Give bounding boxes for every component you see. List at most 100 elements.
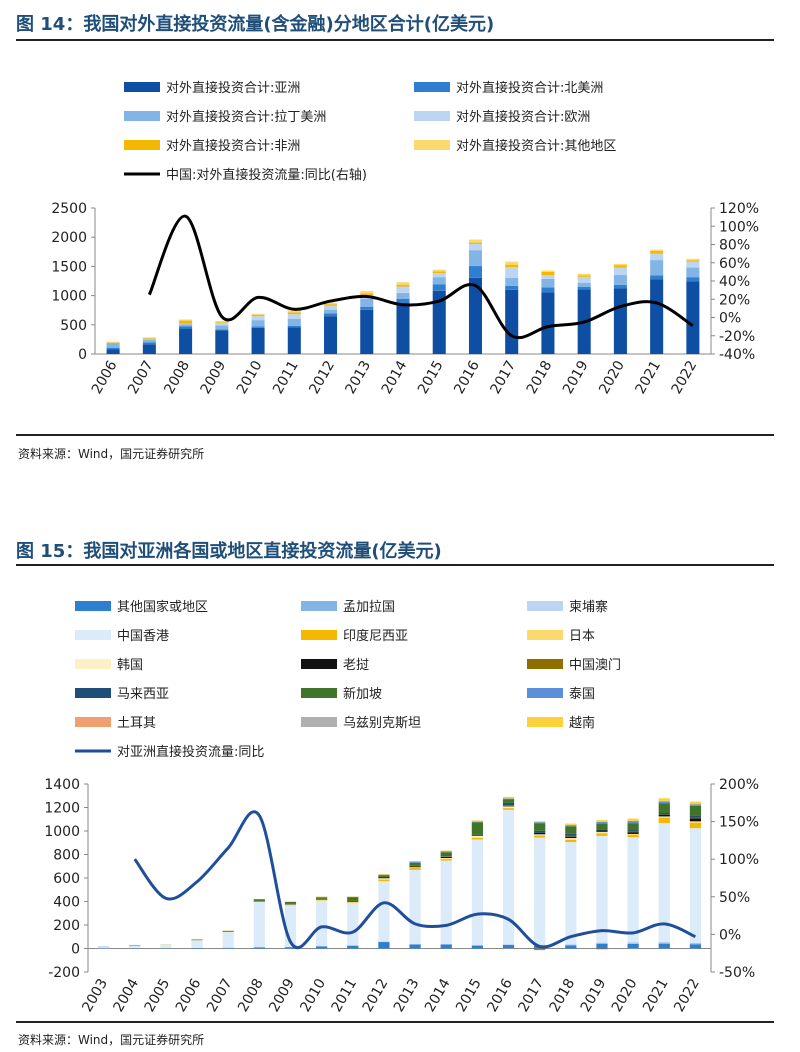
- bar-segment: [686, 261, 700, 268]
- legend-label: 其他国家或地区: [117, 599, 208, 615]
- bar-segment: [179, 328, 193, 354]
- bar-segment: [505, 264, 519, 268]
- legend-swatch: [414, 111, 450, 121]
- bar-segment: [689, 821, 702, 823]
- left-tick-label: 1500: [51, 259, 87, 275]
- x-tick-label: 2019: [560, 358, 592, 397]
- x-tick-label: 2009: [266, 976, 298, 1015]
- legend-swatch: [301, 688, 337, 698]
- right-tick-label: 100%: [719, 219, 759, 235]
- bar-segment: [396, 304, 410, 354]
- left-tick-label: 2000: [51, 230, 87, 246]
- x-tick-label: 2012: [306, 358, 338, 397]
- bar-segment: [440, 856, 452, 859]
- bar-segment: [658, 817, 670, 818]
- bar-segment: [251, 314, 265, 317]
- x-tick-label: 2018: [547, 976, 579, 1015]
- bar-segment: [378, 874, 390, 876]
- bar-segment: [689, 817, 702, 819]
- bar-segment: [471, 834, 483, 836]
- bar-segment: [658, 813, 670, 815]
- bar-segment: [686, 277, 700, 282]
- bar-segment: [686, 281, 700, 354]
- bar-segment: [324, 316, 338, 354]
- bar-segment: [215, 321, 229, 323]
- legend-label: 对外直接投资合计:北美洲: [456, 80, 603, 96]
- right-tick-label: 100%: [719, 852, 759, 868]
- bar-segment: [577, 276, 591, 283]
- bar-segment: [316, 946, 328, 949]
- bar-segment: [658, 942, 670, 943]
- bar-segment: [502, 799, 515, 803]
- legend-label: 中国:对外直接投资流量:同比(右轴): [166, 167, 367, 183]
- bar-segment: [627, 832, 639, 834]
- legend-label: 柬埔寨: [569, 599, 608, 615]
- x-tick-label: 2010: [234, 358, 266, 397]
- left-tick-label: 0: [78, 347, 87, 363]
- legend-swatch: [124, 111, 160, 121]
- bar-segment: [215, 323, 229, 326]
- x-tick-label: 2004: [111, 976, 143, 1015]
- legend-label: 对外直接投资合计:非洲: [166, 138, 300, 154]
- bar-segment: [502, 806, 515, 808]
- bar-segment: [440, 858, 452, 859]
- bar-segment: [440, 851, 452, 853]
- bar-segment: [534, 821, 546, 823]
- bar-segment: [627, 830, 639, 832]
- bar-segment: [534, 948, 546, 950]
- yoy-line: [147, 214, 694, 340]
- x-tick-label: 2014: [379, 358, 411, 397]
- right-tick-label: -20%: [719, 329, 755, 345]
- bar-segment: [468, 243, 482, 251]
- bar-segment: [251, 316, 265, 321]
- bar-segment: [396, 284, 410, 287]
- bar-segment: [658, 798, 670, 801]
- bar-segment: [471, 820, 483, 822]
- bar-segment: [106, 349, 120, 354]
- bar-segment: [686, 267, 700, 278]
- legend-label: 土耳其: [117, 716, 156, 731]
- legend-swatch: [527, 601, 563, 611]
- bar-segment: [378, 878, 390, 880]
- bar-segment: [534, 832, 546, 835]
- legend-swatch: [301, 630, 337, 640]
- x-tick-label: 2017: [515, 976, 547, 1015]
- bar-segment: [565, 833, 577, 836]
- bar-segment: [596, 943, 608, 944]
- legend-swatch: [527, 688, 563, 698]
- left-tick-label: 600: [53, 871, 80, 887]
- bar-segment: [565, 838, 577, 840]
- left-tick-label: 1200: [44, 801, 80, 817]
- bar-segment: [409, 944, 421, 949]
- bar-segment: [565, 835, 577, 837]
- bar-segment: [316, 896, 328, 898]
- x-tick-label: 2014: [422, 976, 454, 1015]
- bar-segment: [689, 803, 702, 805]
- bar-segment: [613, 284, 627, 289]
- bar-segment: [440, 852, 452, 856]
- legend-swatch: [301, 659, 337, 669]
- x-tick-label: 2011: [270, 358, 302, 397]
- bar-segment: [596, 820, 608, 822]
- bar-segment: [627, 823, 639, 831]
- bar-segment: [142, 339, 156, 343]
- bar-segment: [179, 319, 193, 321]
- bar-segment: [658, 814, 670, 817]
- bar-segment: [502, 796, 515, 799]
- bar-segment: [316, 897, 328, 899]
- legend-label: 印度尼西亚: [343, 628, 408, 644]
- x-tick-label: 2017: [487, 358, 519, 397]
- bar-segment: [440, 860, 452, 944]
- bar-segment: [347, 902, 359, 904]
- bar-segment: [627, 818, 639, 821]
- bar-segment: [505, 289, 519, 354]
- bar-segment: [409, 862, 421, 866]
- x-tick-label: 2019: [578, 976, 610, 1015]
- bar-segment: [658, 942, 670, 944]
- x-tick-label: 2012: [360, 976, 392, 1015]
- figure-15-title: 图 15：我国对亚洲各国或地区直接投资流量(亿美元): [16, 541, 442, 562]
- bar-segment: [577, 286, 591, 290]
- bar-segment: [360, 309, 374, 354]
- bar-segment: [432, 269, 446, 272]
